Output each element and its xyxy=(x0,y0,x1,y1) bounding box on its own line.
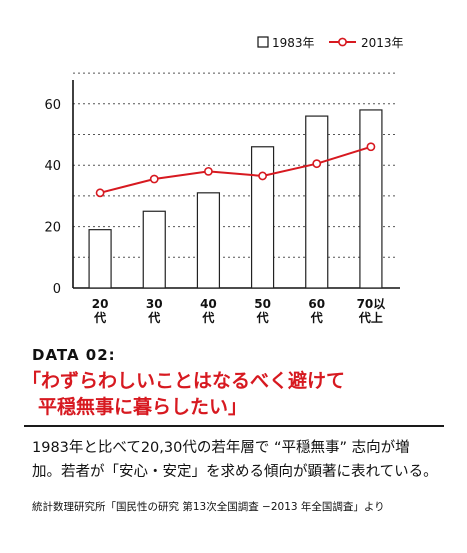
headline-line-1: 「わずらわしいことはなるべく避けて xyxy=(22,370,346,392)
headline: 「わずらわしいことはなるべく避けて 平穏無事に暮らしたい」 xyxy=(22,368,452,420)
y-tick-label: 20 xyxy=(44,221,61,236)
x-tick-label: 代 xyxy=(310,310,323,325)
body-line-1: 1983年と比べて20,30代の若年層で “平穏無事” 志向が増 xyxy=(32,440,410,456)
divider xyxy=(24,425,444,427)
point-2013 xyxy=(312,159,322,169)
data-label: DATA 02: xyxy=(32,346,116,364)
x-tick-label: 60 xyxy=(308,297,325,311)
legend-label-2013: 2013年 xyxy=(361,36,404,50)
body-text: 1983年と比べて20,30代の若年層で “平穏無事” 志向が増 加。若者が「安… xyxy=(32,436,452,484)
x-tick-label: 40 xyxy=(200,297,217,311)
headline-line-2: 平穏無事に暮らしたい」 xyxy=(38,396,248,418)
x-tick-label: 代 xyxy=(147,310,160,325)
bar-1983 xyxy=(142,210,166,289)
x-tick-label: 20 xyxy=(92,297,109,311)
y-tick-label: 60 xyxy=(44,98,61,113)
bar-1983 xyxy=(88,229,112,289)
x-tick-label: 70以 xyxy=(357,297,386,311)
legend-swatch-1983 xyxy=(257,36,269,48)
bar-1983 xyxy=(305,115,329,289)
x-tick-label: 代上 xyxy=(358,310,383,325)
point-2013 xyxy=(258,171,267,181)
point-2013 xyxy=(204,166,213,176)
x-tick-label: 30 xyxy=(146,297,163,311)
bar-1983 xyxy=(359,109,383,289)
x-tick-label: 代 xyxy=(201,310,214,325)
x-tick-label: 50 xyxy=(254,297,271,311)
y-tick-label: 0 xyxy=(53,282,61,297)
body-line-2: 加。若者が「安心・安定」を求める傾向が顕著に表れている。 xyxy=(32,464,438,480)
bar-1983 xyxy=(250,146,275,289)
legend-label-1983: 1983年 xyxy=(272,36,315,50)
legend-marker-2013 xyxy=(338,37,347,47)
line-2013 xyxy=(99,145,372,194)
source-note: 統計数理研究所「国民性の研究 第13次全国調査 −2013 年全国調査」より xyxy=(32,501,385,513)
x-tick-label: 代 xyxy=(93,310,106,325)
point-2013 xyxy=(149,174,159,184)
point-2013 xyxy=(366,142,376,152)
point-2013 xyxy=(95,188,105,198)
bar-1983 xyxy=(196,192,221,289)
x-tick-label: 代 xyxy=(256,310,269,325)
y-tick-label: 40 xyxy=(44,159,61,174)
